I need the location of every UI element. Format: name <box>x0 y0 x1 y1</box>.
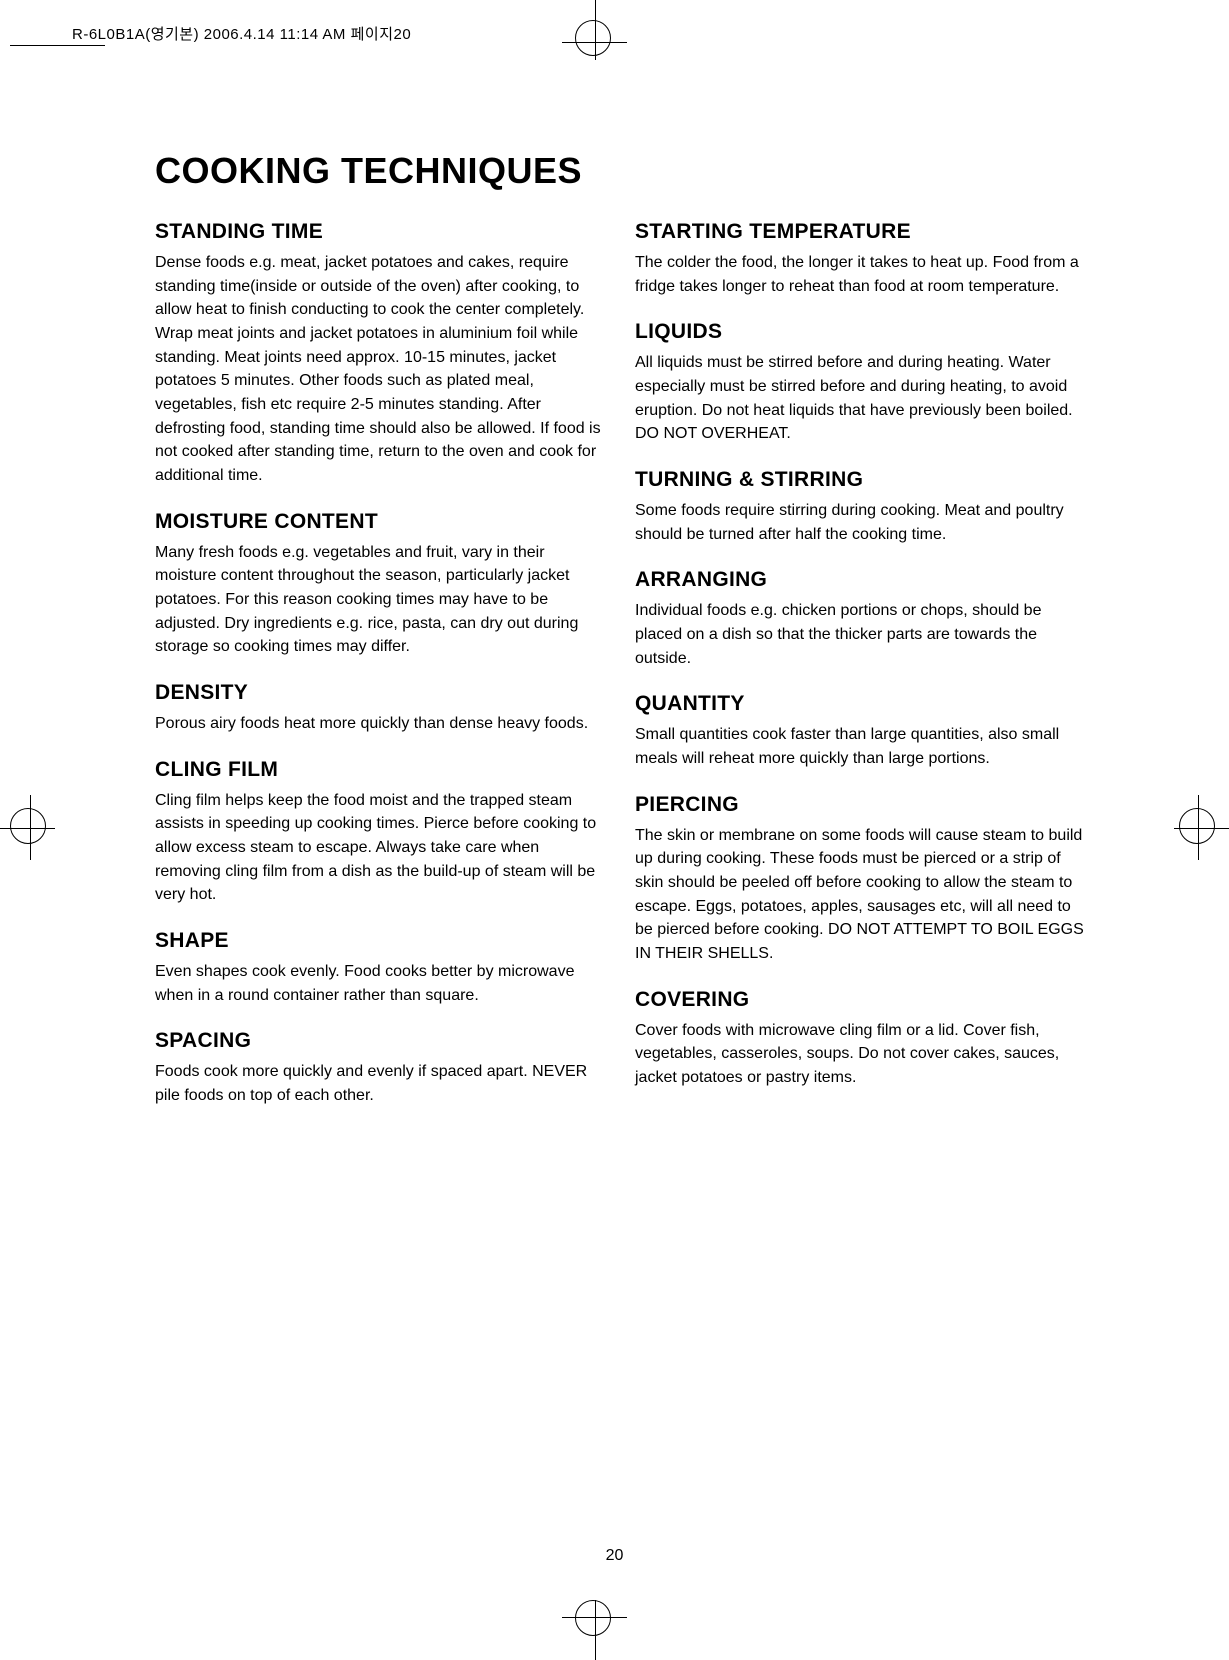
section-heading: STARTING TEMPERATURE <box>635 220 1085 244</box>
section-heading: DENSITY <box>155 681 605 705</box>
section-body: Dense foods e.g. meat, jacket potatoes a… <box>155 251 605 488</box>
page-number: 20 <box>0 1547 1229 1565</box>
section-arranging: ARRANGING Individual foods e.g. chicken … <box>635 568 1085 670</box>
section-covering: COVERING Cover foods with microwave clin… <box>635 988 1085 1090</box>
right-column: STARTING TEMPERATURE The colder the food… <box>635 220 1085 1130</box>
section-density: DENSITY Porous airy foods heat more quic… <box>155 681 605 736</box>
section-heading: QUANTITY <box>635 692 1085 716</box>
section-heading: CLING FILM <box>155 758 605 782</box>
section-standing-time: STANDING TIME Dense foods e.g. meat, jac… <box>155 220 605 488</box>
page-content: COOKING TECHNIQUES STANDING TIME Dense f… <box>155 150 1085 1130</box>
section-heading: SHAPE <box>155 929 605 953</box>
section-body: The skin or membrane on some foods will … <box>635 824 1085 966</box>
section-cling-film: CLING FILM Cling film helps keep the foo… <box>155 758 605 907</box>
section-liquids: LIQUIDS All liquids must be stirred befo… <box>635 320 1085 446</box>
section-turning-stirring: TURNING & STIRRING Some foods require st… <box>635 468 1085 546</box>
registration-mark-icon <box>1179 808 1219 848</box>
section-body: Foods cook more quickly and evenly if sp… <box>155 1060 605 1107</box>
section-heading: ARRANGING <box>635 568 1085 592</box>
registration-mark-icon <box>10 808 50 848</box>
section-moisture-content: MOISTURE CONTENT Many fresh foods e.g. v… <box>155 510 605 659</box>
content-columns: STANDING TIME Dense foods e.g. meat, jac… <box>155 220 1085 1130</box>
registration-mark-icon <box>575 20 615 60</box>
section-piercing: PIERCING The skin or membrane on some fo… <box>635 793 1085 966</box>
section-heading: SPACING <box>155 1029 605 1053</box>
section-body: All liquids must be stirred before and d… <box>635 351 1085 446</box>
section-heading: MOISTURE CONTENT <box>155 510 605 534</box>
section-heading: STANDING TIME <box>155 220 605 244</box>
section-body: Cling film helps keep the food moist and… <box>155 789 605 907</box>
registration-mark-icon <box>575 1600 615 1640</box>
left-column: STANDING TIME Dense foods e.g. meat, jac… <box>155 220 605 1130</box>
section-body: Cover foods with microwave cling film or… <box>635 1019 1085 1090</box>
section-body: The colder the food, the longer it takes… <box>635 251 1085 298</box>
section-body: Even shapes cook evenly. Food cooks bett… <box>155 960 605 1007</box>
section-body: Some foods require stirring during cooki… <box>635 499 1085 546</box>
section-body: Small quantities cook faster than large … <box>635 723 1085 770</box>
crop-mark <box>10 45 105 46</box>
section-heading: LIQUIDS <box>635 320 1085 344</box>
section-shape: SHAPE Even shapes cook evenly. Food cook… <box>155 929 605 1007</box>
print-header-meta: R-6L0B1A(영기본) 2006.4.14 11:14 AM 페이지20 <box>72 23 411 44</box>
section-heading: PIERCING <box>635 793 1085 817</box>
section-quantity: QUANTITY Small quantities cook faster th… <box>635 692 1085 770</box>
section-spacing: SPACING Foods cook more quickly and even… <box>155 1029 605 1107</box>
section-starting-temperature: STARTING TEMPERATURE The colder the food… <box>635 220 1085 298</box>
page-title: COOKING TECHNIQUES <box>155 150 1085 192</box>
section-heading: TURNING & STIRRING <box>635 468 1085 492</box>
section-body: Porous airy foods heat more quickly than… <box>155 712 605 736</box>
section-body: Individual foods e.g. chicken portions o… <box>635 599 1085 670</box>
section-body: Many fresh foods e.g. vegetables and fru… <box>155 541 605 659</box>
section-heading: COVERING <box>635 988 1085 1012</box>
